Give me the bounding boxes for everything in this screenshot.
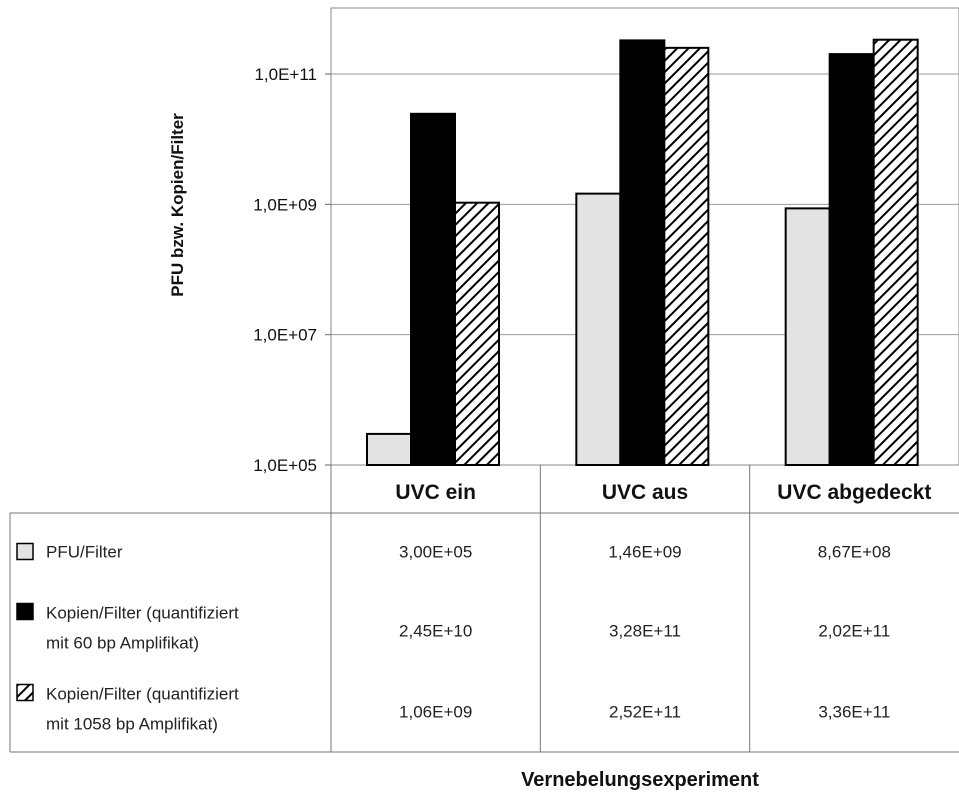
table-cell-value: 8,67E+08 [818,543,891,562]
table-cell-value: 1,06E+09 [399,703,472,722]
legend-label: Kopien/Filter (quantifiziert [46,604,239,623]
table-cell-value: 1,46E+09 [608,543,681,562]
table-cell-value: 3,36E+11 [818,703,890,722]
bar-1-1 [366,432,412,466]
bar-1-3 [784,207,831,466]
legend-label: Kopien/Filter (quantifiziert [46,685,239,704]
legend-swatch-3 [16,683,34,702]
table-cell-value: 2,45E+10 [399,622,472,641]
axes: 1,0E+05 1,0E+07 1,0E+09 1,0E+11 [253,7,959,475]
legend-label: mit 1058 bp Amplifikat) [46,715,218,734]
y-tick-label: 1,0E+09 [253,195,317,214]
table-cell-value: 2,52E+11 [609,703,681,722]
bar-3-3 [872,38,919,466]
bars [366,38,919,467]
table-cell-value: 2,02E+11 [818,622,890,641]
y-tick-label: 1,0E+11 [254,65,317,84]
category-label: UVC abgedeckt [777,481,931,504]
category-label: UVC aus [602,481,688,504]
bar-3-2 [663,46,710,466]
bar-2-2 [619,39,666,466]
legend-swatch-1 [16,542,34,561]
table-cell-value: 3,00E+05 [399,543,472,562]
legend-swatch-2 [16,602,34,621]
bar-3-1 [454,201,500,466]
y-tick-label: 1,0E+05 [253,456,317,475]
bar-1-2 [575,192,622,466]
legend-label: mit 60 bp Amplifikat) [46,634,199,653]
data-table: UVC ein UVC aus UVC abgedeckt PFU/Filter 3,0… [9,465,959,753]
y-tick-label: 1,0E+07 [253,326,317,345]
x-axis-label: Vernebelungsexperiment [521,769,759,791]
category-label: UVC ein [395,481,476,504]
y-axis-label: PFU bzw. Kopien/Filter [168,113,187,297]
legend-label: PFU/Filter [46,543,123,562]
bar-2-1 [410,112,456,467]
bar-2-3 [828,53,875,467]
table-cell-value: 3,28E+11 [609,622,681,641]
